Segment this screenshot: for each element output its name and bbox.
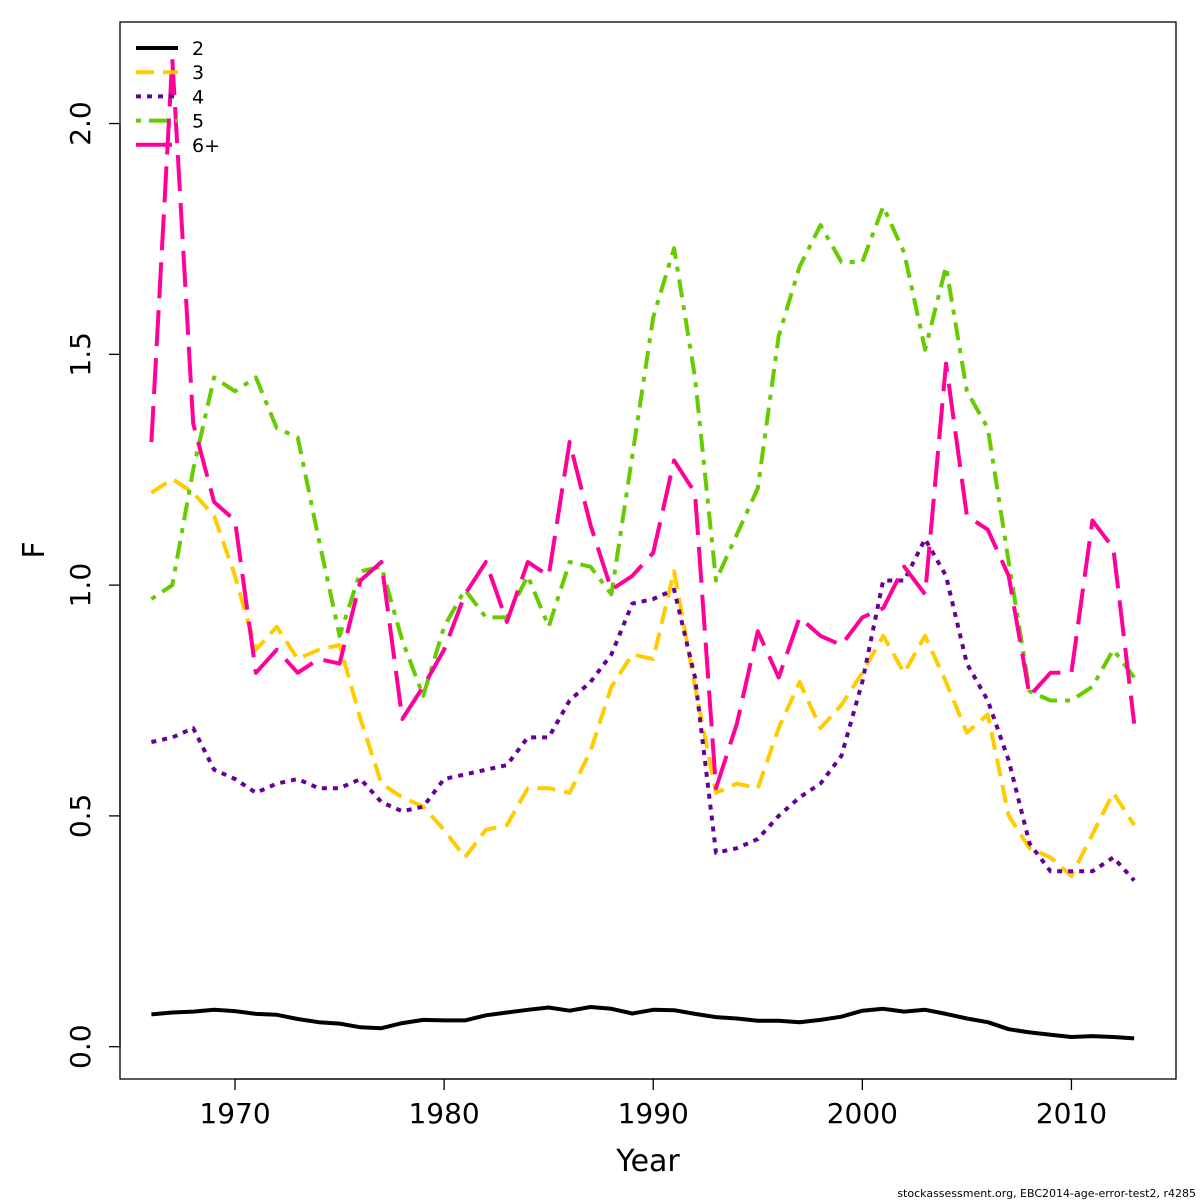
x-tick-label: 2000 bbox=[827, 1097, 898, 1130]
x-tick-label: 2010 bbox=[1036, 1097, 1107, 1130]
footer-note: stockassessment.org, EBC2014-age-error-t… bbox=[897, 1187, 1196, 1200]
series-line-1 bbox=[151, 1005, 1135, 1041]
legend-label: 4 bbox=[192, 86, 204, 108]
y-tick-label: 1.0 bbox=[64, 563, 97, 608]
series-line-2 bbox=[150, 477, 1136, 878]
x-axis: 1970 1980 1990 2000 2010 bbox=[199, 1078, 1107, 1130]
y-tick-label: 2.0 bbox=[64, 101, 97, 146]
legend-label: 3 bbox=[192, 62, 204, 84]
x-tick-label: 1970 bbox=[199, 1097, 270, 1130]
y-tick-label: 1.5 bbox=[64, 332, 97, 377]
y-tick-label: 0.5 bbox=[64, 794, 97, 839]
plot-frame bbox=[119, 21, 1177, 1080]
legend-label: 5 bbox=[192, 111, 204, 133]
series-line-3 bbox=[150, 537, 1136, 882]
y-axis: 0.0 0.5 1.0 1.5 2.0 bbox=[64, 101, 121, 1069]
y-axis-title: F bbox=[17, 541, 52, 558]
legend: 234 56+ bbox=[136, 38, 220, 157]
series-layer bbox=[149, 56, 1137, 1041]
legend-label: 6+ bbox=[192, 135, 220, 157]
series-line-4 bbox=[150, 204, 1136, 703]
y-tick-label: 0.0 bbox=[64, 1024, 97, 1069]
x-axis-title: Year bbox=[615, 1144, 680, 1179]
legend-label: 2 bbox=[192, 38, 204, 60]
x-tick-label: 1990 bbox=[618, 1097, 689, 1130]
x-tick-label: 1980 bbox=[408, 1097, 479, 1130]
